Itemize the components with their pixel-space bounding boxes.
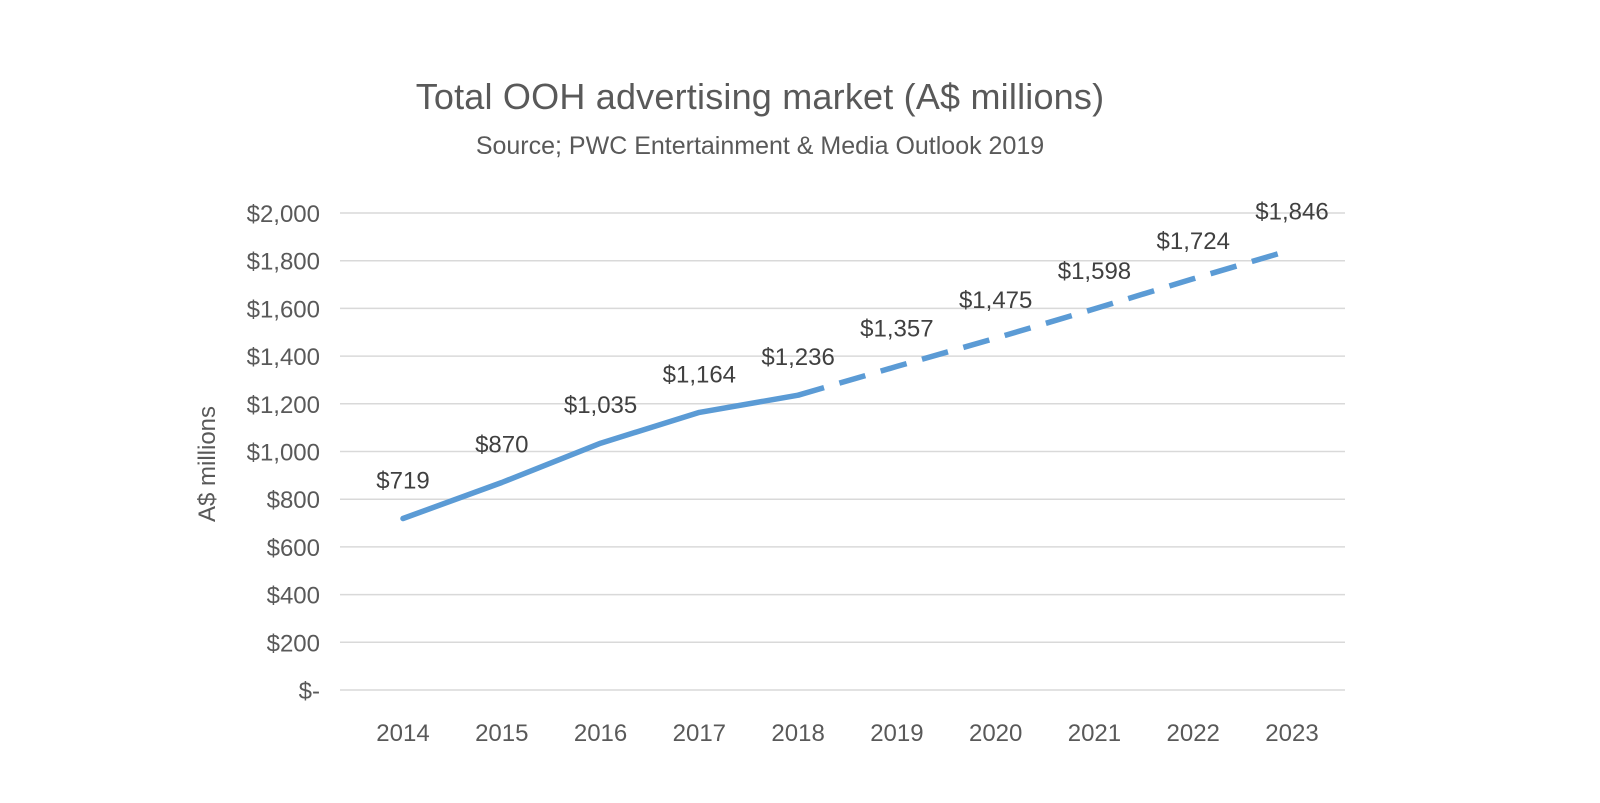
data-label: $870 <box>475 432 528 459</box>
x-tick-label: 2014 <box>376 720 429 747</box>
data-label: $719 <box>376 468 429 495</box>
x-tick-label: 2016 <box>574 720 627 747</box>
data-label: $1,724 <box>1157 228 1230 255</box>
data-label: $1,598 <box>1058 258 1131 285</box>
y-tick-label: $200 <box>267 630 320 657</box>
y-tick-label: $1,600 <box>247 296 320 323</box>
x-tick-label: 2018 <box>771 720 824 747</box>
x-tick-label: 2023 <box>1265 720 1318 747</box>
y-tick-label: $1,000 <box>247 440 320 467</box>
y-tick-label: $1,400 <box>247 344 320 371</box>
y-tick-label: $400 <box>267 583 320 610</box>
data-label: $1,475 <box>959 287 1032 314</box>
x-tick-label: 2017 <box>673 720 726 747</box>
x-tick-label: 2015 <box>475 720 528 747</box>
data-label: $1,035 <box>564 392 637 419</box>
x-tick-label: 2020 <box>969 720 1022 747</box>
data-label: $1,236 <box>761 344 834 371</box>
chart-title: Total OOH advertising market (A$ million… <box>415 76 1105 117</box>
chart-subtitle: Source; PWC Entertainment & Media Outloo… <box>475 132 1045 160</box>
y-tick-label: $600 <box>267 535 320 562</box>
x-tick-label: 2019 <box>870 720 923 747</box>
data-label: $1,164 <box>663 361 736 388</box>
y-tick-label: $2,000 <box>247 201 320 228</box>
x-tick-label: 2021 <box>1068 720 1121 747</box>
x-tick-label: 2022 <box>1167 720 1220 747</box>
y-tick-label: $800 <box>267 487 320 514</box>
y-tick-label: $1,800 <box>247 249 320 276</box>
data-label: $1,357 <box>860 315 933 342</box>
y-tick-label: $- <box>299 678 320 705</box>
y-tick-label: $1,200 <box>247 392 320 419</box>
series-line-actual <box>400 392 801 522</box>
data-label: $1,846 <box>1255 199 1328 226</box>
